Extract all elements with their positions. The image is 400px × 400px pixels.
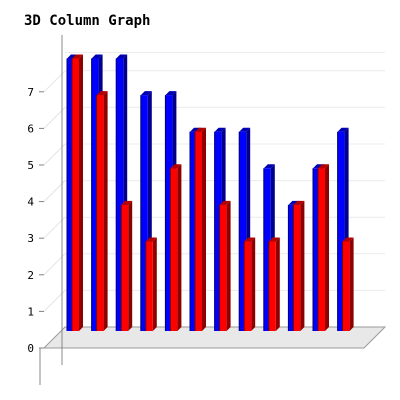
- bar-red: [292, 200, 305, 331]
- chart-title: 3D Column Graph: [24, 13, 151, 29]
- bar-front: [239, 131, 247, 331]
- bar-side: [152, 237, 157, 331]
- bar-front: [165, 95, 173, 331]
- bar-front: [263, 168, 271, 331]
- bar-front: [145, 241, 153, 331]
- bar-side: [103, 91, 108, 331]
- bar-front: [214, 131, 222, 331]
- bar-top: [263, 164, 275, 169]
- bar-front: [96, 95, 104, 331]
- bar-front: [121, 204, 129, 331]
- bar-red: [120, 200, 133, 331]
- bar-top: [121, 200, 133, 205]
- bar-side: [202, 127, 206, 331]
- bar-front: [288, 204, 296, 331]
- bar-front: [293, 204, 301, 331]
- bar-front: [140, 95, 148, 331]
- bar-side: [128, 200, 133, 331]
- bar-top: [318, 164, 329, 169]
- bar-front: [116, 58, 124, 331]
- bar-top: [342, 237, 354, 242]
- bar-front: [67, 58, 74, 331]
- bar-front: [342, 241, 350, 331]
- y-axis: 0 1 2 3 4 5 6 7: [27, 35, 63, 385]
- bar-top: [239, 127, 251, 132]
- bar-side: [251, 237, 256, 331]
- bar-top: [72, 54, 83, 59]
- bar-top: [140, 91, 152, 96]
- bar-top: [145, 237, 157, 242]
- bar-top: [219, 200, 231, 205]
- bar-red: [169, 164, 182, 331]
- bar-side: [325, 164, 329, 331]
- y-tick-label: 3: [27, 232, 34, 245]
- bar-front: [268, 241, 276, 331]
- bar-front: [195, 131, 202, 331]
- bar-side: [226, 200, 231, 331]
- floor-plane: [42, 326, 387, 349]
- bar-top: [96, 91, 108, 96]
- bar-front: [91, 58, 99, 331]
- bar-top: [244, 237, 256, 242]
- bar-red: [243, 237, 256, 331]
- bar-red: [145, 237, 157, 331]
- bar-front: [244, 241, 252, 331]
- bar-top: [268, 237, 280, 242]
- bar-front: [337, 131, 345, 331]
- bar-red: [194, 127, 206, 331]
- y-tick-label: 2: [27, 269, 34, 282]
- bar-front: [190, 131, 197, 331]
- y-tick-label: 6: [27, 122, 34, 135]
- bar-front: [219, 204, 227, 331]
- bar-side: [275, 237, 280, 331]
- bars: [66, 54, 354, 331]
- bar-red: [342, 237, 354, 331]
- bar-top: [214, 127, 226, 132]
- bar-top: [170, 164, 182, 169]
- y-tick-label: 4: [27, 196, 34, 209]
- bar-side: [177, 164, 182, 331]
- bar-front: [313, 168, 320, 331]
- bar-side: [79, 54, 83, 331]
- bar-top: [91, 54, 103, 59]
- bar-front: [170, 168, 178, 331]
- y-tick-label: 5: [27, 159, 34, 172]
- y-tick-label: 0: [27, 342, 34, 355]
- bar-top: [116, 54, 128, 59]
- bar-front: [318, 168, 325, 331]
- chart-floor: [42, 326, 387, 349]
- bar-red: [219, 200, 231, 331]
- bar-red: [268, 237, 280, 331]
- bar-top: [195, 127, 206, 132]
- bar-top: [293, 200, 305, 205]
- bar-top: [337, 127, 349, 132]
- y-tick-label: 7: [27, 86, 34, 99]
- bar-front: [72, 58, 79, 331]
- bar-side: [349, 237, 354, 331]
- bar-top: [165, 91, 177, 96]
- y-tick-label: 1: [27, 305, 34, 318]
- bar-side: [300, 200, 305, 331]
- bar-red: [71, 54, 83, 331]
- bar-red: [317, 164, 329, 331]
- bar-red: [96, 91, 108, 331]
